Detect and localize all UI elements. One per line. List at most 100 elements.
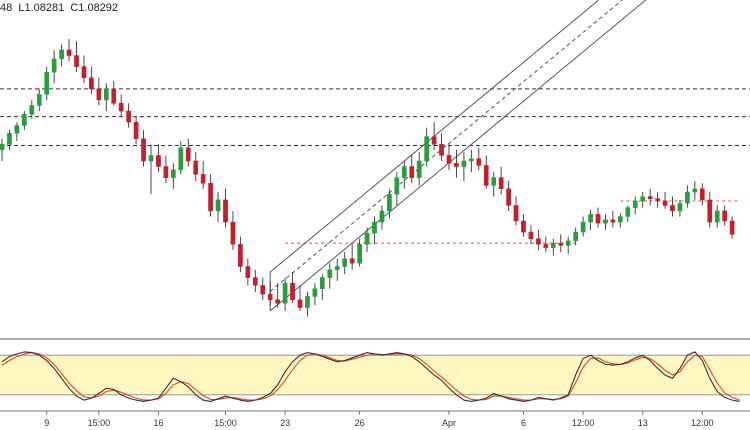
candle-up [677,202,683,212]
candle-down [275,299,280,304]
candle-down [193,160,199,175]
candle-down [722,210,727,222]
candle-down [476,158,482,166]
candle-up [565,240,571,246]
candle-down [409,166,415,178]
candle-up [103,88,109,101]
candle-down [297,299,303,308]
candle-up [618,216,623,223]
candle-up [603,219,608,224]
candle-up [401,166,407,178]
candle-up [312,288,318,297]
stochastic-band [0,355,750,395]
candle-up [320,277,325,289]
candle-down [521,220,526,233]
candle-down [446,155,452,164]
candle-down [185,147,191,162]
candle-up [215,199,221,212]
stochastic-d-line [1,352,740,401]
candle-down [647,196,653,200]
candle-up [44,71,50,95]
x-tick-label: 12:00 [691,418,714,428]
candle-down [133,121,139,140]
ohlc-readout: 48 L1.08281 C1.08292 [0,2,119,14]
candle-up [327,269,333,278]
candle-down [349,258,355,264]
x-tick-label: 15:00 [214,418,237,428]
candle-down [431,136,437,145]
candle-down [662,200,668,206]
candle-up [491,177,497,186]
candle-down [454,162,459,167]
candle-down [260,285,266,295]
candle-up [171,169,176,178]
channel-lower-line [269,0,646,312]
candle-down [543,244,549,248]
candle-up [588,214,593,223]
candle-down [200,174,206,184]
stochastic-k-line [1,351,740,402]
candle-down [528,231,534,239]
candle-down [536,238,541,245]
candle-down [699,188,705,201]
candle-up [14,125,20,134]
candle-up [387,194,392,212]
candle-down [670,205,675,212]
x-tick-label: 16 [153,418,163,428]
candle-down [506,188,511,206]
candle-up [29,105,35,115]
candle-down [89,77,94,90]
x-tick-label: 6 [521,418,526,428]
candle-up [580,221,586,233]
candle-down [707,199,713,223]
candle-up [148,155,154,162]
candle-up [357,244,362,264]
candle-up [0,144,5,151]
candle-up [416,160,422,178]
x-tick-label: 15:00 [88,418,111,428]
candle-up [22,114,27,126]
candle-down [245,266,251,278]
x-tick-label: 12:00 [572,418,595,428]
candle-up [550,242,556,248]
candle-up [625,207,631,217]
candle-down [439,144,444,156]
candle-up [51,58,57,73]
channel-mid-line [269,0,623,292]
candle-up [640,196,646,202]
candle-up [372,221,377,234]
candle-down [252,277,258,286]
candle-down [290,282,295,301]
candle-down [156,155,161,167]
candle-down [230,221,236,245]
candle-down [267,293,273,301]
x-tick-label: 26 [355,418,365,428]
candle-up [424,136,429,162]
x-tick-label: 9 [44,418,49,428]
candle-up [282,282,288,304]
candle-up [394,177,400,195]
candle-down [655,198,660,202]
candle-down [513,205,519,222]
candle-up [334,266,340,271]
candle-up [178,147,184,171]
candle-up [342,258,348,267]
candle-down [126,110,132,123]
candle-down [74,55,79,67]
candle-up [632,200,638,208]
candle-down [610,219,616,223]
candle-down [223,199,228,223]
candle-down [141,138,146,162]
candle-up [364,232,370,245]
candle-up [692,188,698,193]
candle-up [7,132,12,145]
candle-down [118,103,124,112]
candle-up [469,158,474,162]
candle-down [483,165,489,186]
x-tick-label: Apr [442,418,456,428]
candle-up [685,191,690,204]
candle-up [36,94,42,106]
x-tick-label: 23 [280,418,290,428]
